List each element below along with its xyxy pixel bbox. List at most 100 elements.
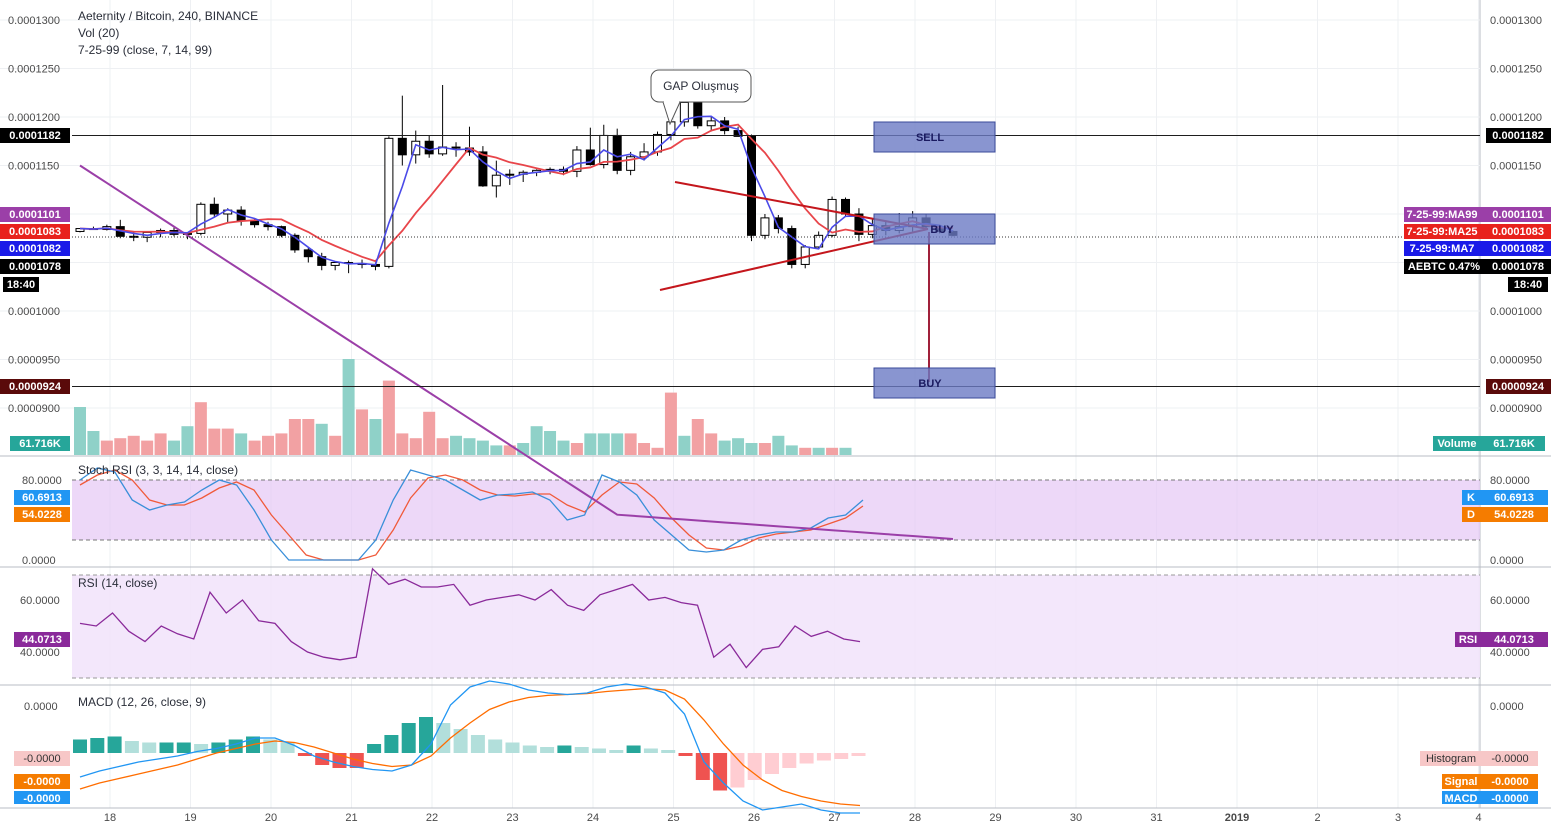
price-axis-label-right: 0.0000950 [1490, 355, 1542, 367]
right-tag-ma99: 0.0001101 [1492, 209, 1543, 221]
volume-bar [826, 447, 839, 455]
volume-bar [476, 440, 489, 455]
macd-histogram-bar [816, 753, 831, 761]
volume-bar [288, 419, 301, 455]
candle-body [693, 101, 703, 127]
gap-callout-text: GAP Oluşmuş [663, 79, 739, 93]
volume-bar [758, 443, 771, 455]
right-tag-k-name: K [1467, 492, 1475, 504]
indicator-panes [72, 467, 1480, 814]
candle-body [706, 120, 716, 127]
macd-histogram-bar [765, 753, 779, 774]
rsi-axis-right: 60.0000 [1490, 595, 1530, 607]
time-axis-label: 20 [265, 812, 277, 824]
right-tag-volume-name: Volume [1438, 438, 1477, 450]
price-axis-label-right: 0.0001200 [1490, 112, 1542, 124]
macd-histogram-bar [159, 742, 174, 753]
macd-histogram-bar [176, 742, 191, 753]
macd-histogram-bar [695, 753, 710, 780]
rsi-axis-right: 40.0000 [1490, 647, 1530, 659]
zone-buy-upper[interactable]: BUY [873, 213, 996, 245]
candle-body [854, 213, 864, 235]
candle-body [505, 173, 515, 176]
price-axis-label-left: 0.0001200 [8, 112, 60, 124]
time-axis-label: 26 [748, 812, 760, 824]
ma25-line [79, 123, 953, 263]
volume-bar [302, 419, 315, 455]
macd-histogram-bar [678, 753, 693, 756]
time-axis-label: 25 [667, 812, 679, 824]
candle-body [196, 203, 206, 234]
volume-bar [423, 411, 436, 455]
volume-bar [450, 435, 463, 455]
zone-sell[interactable]: SELL [873, 121, 996, 153]
volume-bar [557, 440, 570, 455]
right-tag-macd: -0.0000 [1491, 793, 1528, 805]
macd-histogram-bar [834, 753, 849, 759]
stoch-rsi-title: Stoch RSI (3, 3, 14, 14, close) [78, 463, 238, 477]
time-axis-label: 28 [909, 812, 921, 824]
gap-callout: GAP Oluşmuş [650, 69, 752, 126]
candle-body [585, 149, 595, 166]
right-tag-macd-name: MACD [1445, 793, 1478, 805]
zone-buy-upper-label: BUY [930, 224, 954, 236]
stoch-axis-left: 0.0000 [22, 555, 56, 567]
volume-bar [181, 426, 194, 455]
right-tag-d: 54.0228 [1494, 509, 1534, 521]
macd-line [79, 680, 860, 814]
macd-histogram-bar [522, 745, 537, 753]
volume-bar [141, 440, 154, 455]
macd-histogram-bar [384, 735, 399, 753]
macd-histogram-bar [297, 753, 312, 756]
time-axis-label: 4 [1475, 812, 1481, 824]
left-tag-sell-line: 0.0001182 [9, 130, 60, 142]
volume-bar [812, 447, 825, 455]
price-axis-label-right: 0.0001300 [1490, 15, 1542, 27]
candle-body [250, 220, 260, 226]
chart-overlays [0, 135, 1480, 387]
right-tag-d-name: D [1467, 509, 1475, 521]
macd-histogram-bar [124, 741, 139, 753]
legend-moving-averages: 7-25-99 (close, 7, 14, 99) [78, 43, 212, 57]
macd-histogram-bar [747, 753, 762, 780]
right-tag-hist-name: Histogram [1426, 753, 1476, 765]
legend-symbol-title: Aeternity / Bitcoin, 240, BINANCE [78, 9, 258, 23]
volume-bar [356, 409, 369, 455]
macd-histogram-bar [574, 747, 589, 753]
macd-histogram-bar [401, 723, 416, 753]
macd-histogram-bar [107, 736, 122, 753]
volume-bar [221, 428, 234, 455]
time-axis-label: 18 [104, 812, 116, 824]
right-price-tags: 0.0001182 7-25-99:MA99 0.0001101 7-25-99… [1404, 128, 1551, 805]
volume-bar [463, 438, 476, 455]
time-axis-label: 27 [828, 812, 840, 824]
left-tag-signal: -0.0000 [23, 776, 60, 788]
time-axis-label: 30 [1070, 812, 1082, 824]
left-tag-stoch-k: 60.6913 [22, 492, 62, 504]
candle-body [397, 137, 407, 156]
right-tag-sell-line: 0.0001182 [1492, 130, 1543, 142]
volume-bar [315, 423, 328, 455]
candle-body [773, 217, 783, 230]
left-tag-rsi: 44.0713 [22, 634, 62, 646]
stoch-band [72, 480, 1480, 540]
right-tag-volume: 61.716K [1493, 438, 1535, 450]
volume-bar [664, 392, 677, 455]
left-tag-ma25: 0.0001083 [9, 226, 61, 238]
macd-histogram-bar [73, 739, 87, 753]
candle-body [760, 217, 770, 236]
zone-buy-lower-label: BUY [918, 378, 942, 390]
left-tag-ma99: 0.0001101 [9, 209, 60, 221]
volume-bar [638, 443, 651, 455]
time-axis-label: 21 [345, 812, 357, 824]
volume-bar [208, 428, 221, 455]
zone-buy-lower[interactable]: BUY [873, 367, 996, 399]
macd-axis-right: 0.0000 [1490, 701, 1524, 713]
macd-title: MACD (12, 26, close, 9) [78, 695, 206, 709]
macd-signal-line [79, 687, 861, 807]
macd-histogram-bar [851, 753, 866, 756]
volume-bar [839, 447, 852, 455]
stoch-k-line [79, 467, 864, 561]
candle-body [827, 198, 837, 236]
